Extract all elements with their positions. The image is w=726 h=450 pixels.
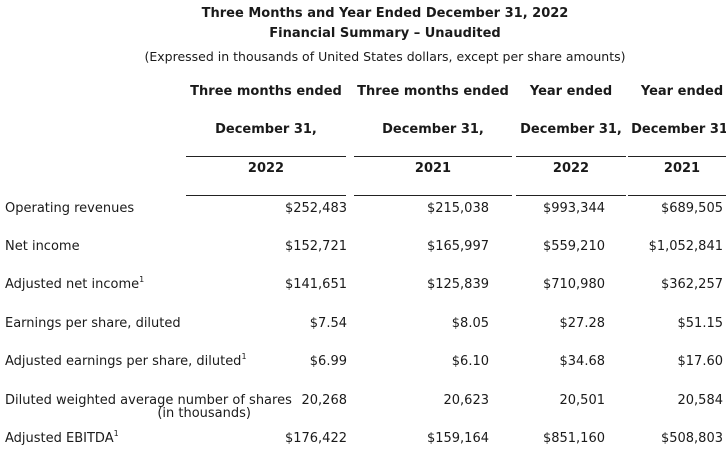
- row-label: Net income: [5, 239, 80, 254]
- footnote-marker: 1: [139, 275, 145, 284]
- cell-value: $125,839: [426, 277, 489, 292]
- col-header-year: 2021: [663, 161, 701, 176]
- cell-value: 20,623: [443, 393, 490, 408]
- col-header-line2: December 31,: [520, 122, 622, 137]
- row-label: Diluted weighted average number of share…: [5, 393, 292, 408]
- cell-value: $8.05: [451, 316, 489, 331]
- row-label-text: Operating revenues: [5, 201, 135, 216]
- header-rule-bottom: [516, 195, 626, 196]
- cell-value: $851,160: [542, 431, 605, 446]
- cell-value: $362,257: [660, 277, 723, 292]
- cell-value: $27.28: [559, 316, 606, 331]
- cell-value: $993,344: [542, 201, 605, 216]
- row-label-text: Adjusted net income: [5, 277, 140, 292]
- cell-value: $34.68: [559, 354, 606, 369]
- report-note: (Expressed in thousands of United States…: [144, 49, 626, 64]
- cell-value: $159,164: [426, 431, 489, 446]
- header-rule-bottom: [628, 195, 726, 196]
- col-header-line2: December 31,: [382, 122, 484, 137]
- cell-value: $559,210: [542, 239, 605, 254]
- header-rule-bottom: [354, 195, 512, 196]
- cell-value: $1,052,841: [648, 239, 723, 254]
- col-header-line1: Year ended: [640, 84, 724, 99]
- header-rule-top: [516, 156, 626, 157]
- cell-value: $6.10: [451, 354, 489, 369]
- row-label: Operating revenues: [5, 201, 134, 216]
- col-header-line2: December 31,: [631, 122, 726, 137]
- cell-value: $6.99: [309, 354, 347, 369]
- cell-value: $689,505: [660, 201, 723, 216]
- cell-value: $141,651: [284, 277, 347, 292]
- col-header-line1: Three months ended: [190, 84, 342, 99]
- cell-value: $7.54: [309, 316, 347, 331]
- cell-value: $152,721: [284, 239, 347, 254]
- col-header-year: 2022: [247, 161, 285, 176]
- col-header-line2: December 31,: [215, 122, 317, 137]
- cell-value: 20,584: [677, 393, 724, 408]
- row-label: Adjusted net income1: [5, 275, 145, 292]
- row-label-text: Adjusted EBITDA: [5, 431, 114, 446]
- row-label-text: Net income: [5, 239, 80, 254]
- cell-value: 20,268: [301, 393, 348, 408]
- row-label: Adjusted EBITDA1: [5, 429, 119, 446]
- report-subtitle: Financial Summary – Unaudited: [269, 26, 501, 41]
- col-header-line1: Three months ended: [357, 84, 509, 99]
- cell-value: $176,422: [284, 431, 347, 446]
- footnote-marker: 1: [241, 352, 247, 361]
- header-rule-bottom: [186, 195, 346, 196]
- report-title: Three Months and Year Ended December 31,…: [201, 6, 569, 21]
- cell-value: 20,501: [559, 393, 606, 408]
- cell-value: $252,483: [284, 201, 347, 216]
- footnote-marker: 1: [113, 429, 119, 438]
- row-label-text: Adjusted earnings per share, diluted: [5, 354, 242, 369]
- row-sublabel: (in thousands): [157, 406, 251, 421]
- cell-value: $508,803: [660, 431, 723, 446]
- header-rule-top: [628, 156, 726, 157]
- row-label-text: Earnings per share, diluted: [5, 316, 181, 331]
- cell-value: $165,997: [426, 239, 489, 254]
- col-header-year: 2022: [552, 161, 590, 176]
- row-label: Adjusted earnings per share, diluted1: [5, 352, 247, 369]
- cell-value: $710,980: [542, 277, 605, 292]
- cell-value: $51.15: [677, 316, 724, 331]
- header-rule-top: [354, 156, 512, 157]
- col-header-year: 2021: [414, 161, 452, 176]
- col-header-line1: Year ended: [529, 84, 613, 99]
- row-label-text: Diluted weighted average number of share…: [5, 393, 292, 408]
- cell-value: $17.60: [677, 354, 724, 369]
- cell-value: $215,038: [426, 201, 489, 216]
- row-label: Earnings per share, diluted: [5, 316, 181, 331]
- header-rule-top: [186, 156, 346, 157]
